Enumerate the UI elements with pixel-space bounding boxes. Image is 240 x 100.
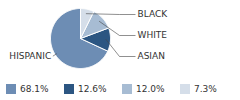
svg-text:WHITE: WHITE <box>138 30 168 40</box>
html-text:12.0%: 12.0% <box>136 84 165 94</box>
svg-text:ASIAN: ASIAN <box>138 51 165 61</box>
svg-text:BLACK: BLACK <box>138 9 169 19</box>
svg-text:HISPANIC: HISPANIC <box>9 51 51 61</box>
html-text:68.1%: 68.1% <box>20 84 49 94</box>
html-text:7.3%: 7.3% <box>194 84 217 94</box>
html-text:12.6%: 12.6% <box>78 84 107 94</box>
